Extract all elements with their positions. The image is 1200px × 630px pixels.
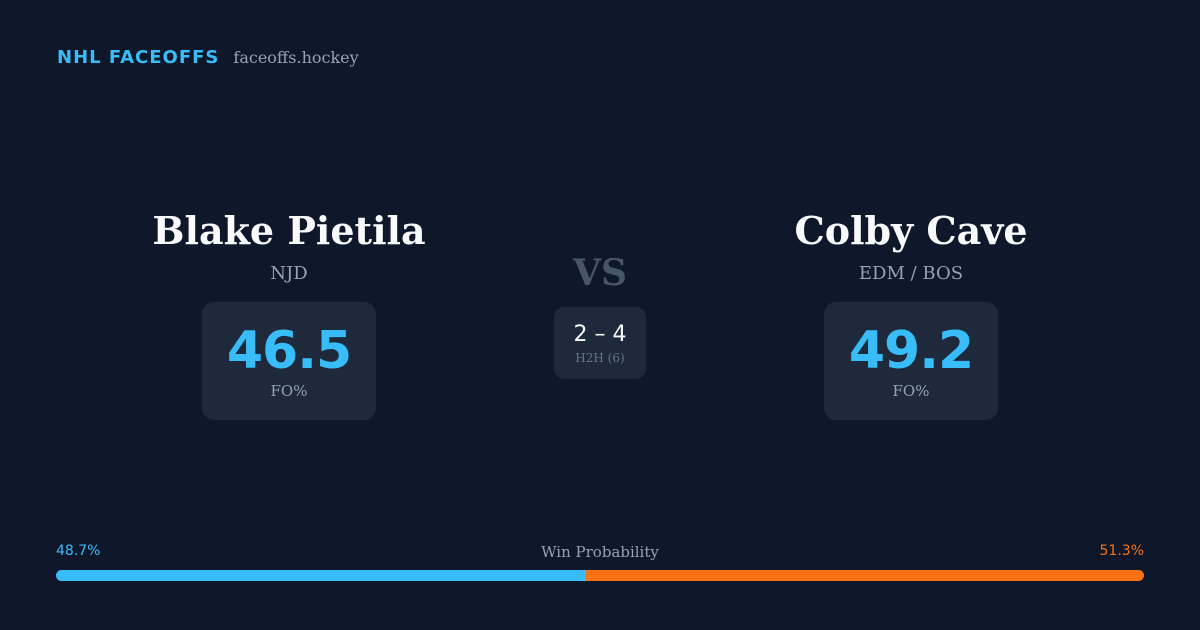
player-right-fo-card: 49.2 FO% [824,302,998,420]
player-left-name: Blake Pietila [152,208,426,253]
win-probability-right: 51.3% [1099,543,1144,559]
player-left-fo-value: 46.5 [226,321,352,381]
win-probability-fill-right [585,570,1144,581]
player-right-team: EDM / BOS [858,263,964,284]
player-right-fo-value: 49.2 [848,321,974,381]
brand-url: faceoffs.hockey [233,48,359,67]
brand-header: NHL FACEOFFS faceoffs.hockey [57,47,359,68]
head-to-head-card: 2 – 4 H2H (6) [554,307,646,379]
win-probability-title: Win Probability [541,543,659,561]
head-to-head-score: 2 – 4 [573,321,627,347]
player-left-team: NJD [270,263,308,284]
win-probability-left: 48.7% [56,543,101,559]
player-left: Blake Pietila NJD 46.5 FO% [89,206,489,420]
player-right-fo-label: FO% [892,382,930,400]
brand-name: NHL FACEOFFS [57,47,220,68]
player-left-fo-label: FO% [270,382,308,400]
versus-label: VS [573,252,627,294]
player-right: Colby Cave EDM / BOS 49.2 FO% [711,206,1111,420]
head-to-head-label: H2H (6) [575,350,625,365]
win-probability-bar [56,570,1144,581]
win-probability-labels: 48.7% Win Probability 51.3% [56,543,1144,563]
win-probability-fill-left [56,570,586,581]
player-left-fo-card: 46.5 FO% [202,302,376,420]
player-right-name: Colby Cave [794,208,1028,253]
